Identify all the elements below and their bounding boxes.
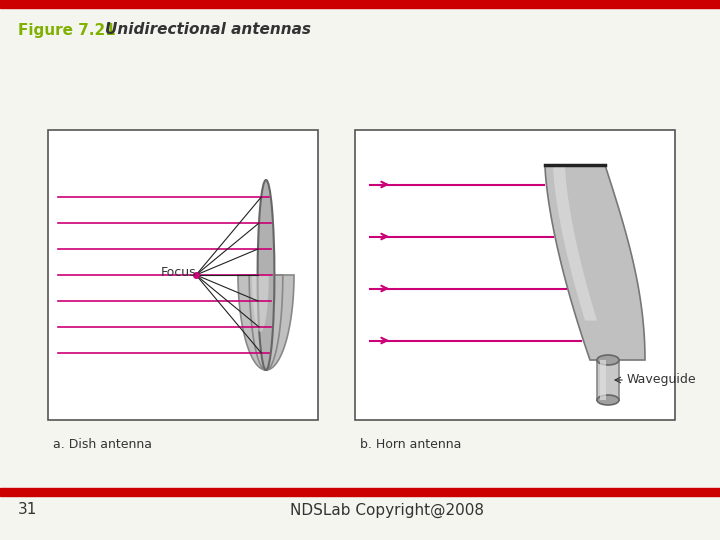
Polygon shape <box>252 275 269 332</box>
Bar <box>0 0 720 8</box>
Text: Waveguide: Waveguide <box>627 374 697 387</box>
Ellipse shape <box>597 355 619 365</box>
Text: Focus: Focus <box>161 267 197 280</box>
Text: b. Horn antenna: b. Horn antenna <box>360 438 462 451</box>
Polygon shape <box>238 275 294 370</box>
Text: Figure 7.21: Figure 7.21 <box>18 23 116 37</box>
Polygon shape <box>553 165 597 321</box>
Polygon shape <box>545 165 645 360</box>
Bar <box>600 360 606 400</box>
Ellipse shape <box>597 395 619 405</box>
Bar <box>48 130 318 420</box>
Bar <box>0 488 720 496</box>
Text: a. Dish antenna: a. Dish antenna <box>53 438 152 451</box>
Ellipse shape <box>258 180 274 370</box>
Text: Unidirectional antennas: Unidirectional antennas <box>105 23 311 37</box>
Bar <box>355 130 675 420</box>
Text: NDSLab Copyright@2008: NDSLab Copyright@2008 <box>290 502 484 518</box>
Bar <box>597 360 619 400</box>
Text: 31: 31 <box>18 503 37 517</box>
